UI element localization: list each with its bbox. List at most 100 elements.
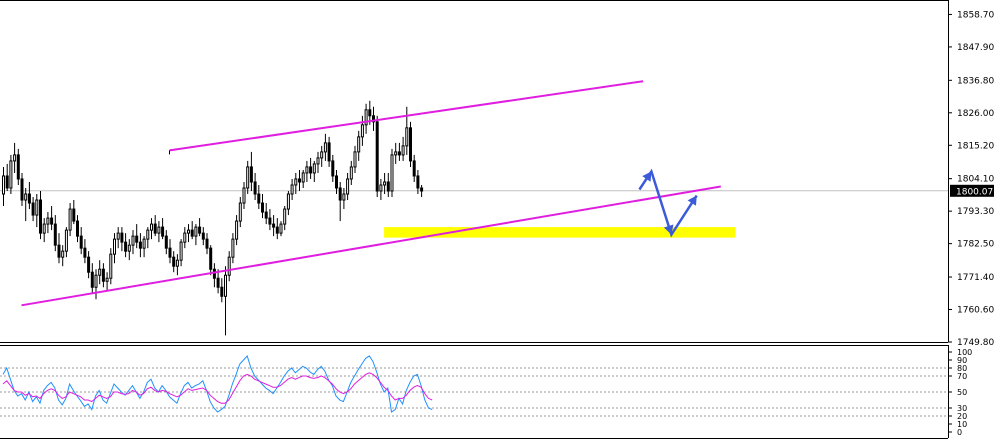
candle bbox=[205, 233, 209, 255]
candle-body bbox=[105, 277, 109, 282]
candle-body bbox=[268, 217, 272, 225]
candle bbox=[249, 151, 253, 192]
candle-body bbox=[9, 160, 13, 189]
candle bbox=[16, 148, 20, 185]
candle-body bbox=[335, 175, 338, 189]
candle-body bbox=[190, 229, 194, 237]
candle bbox=[83, 239, 87, 264]
indicator-tick-label: 100 bbox=[957, 348, 972, 357]
candle bbox=[64, 227, 68, 258]
candle-body bbox=[238, 202, 242, 222]
candle bbox=[138, 233, 142, 258]
candle-body bbox=[72, 208, 76, 222]
candle-body bbox=[172, 256, 176, 267]
candle-body bbox=[53, 223, 57, 246]
price-tick-label: 1836.80 bbox=[957, 76, 994, 86]
candle-body bbox=[179, 241, 183, 261]
candle bbox=[2, 166, 5, 207]
candle bbox=[146, 227, 150, 249]
candle bbox=[150, 218, 153, 240]
indicator-tick-label: 50 bbox=[957, 388, 967, 397]
candle-body bbox=[246, 166, 250, 189]
candle bbox=[305, 160, 309, 182]
indicator-tick-label: 90 bbox=[957, 356, 967, 365]
current-price-box bbox=[950, 184, 994, 197]
candle bbox=[76, 215, 79, 243]
candle-body bbox=[2, 175, 5, 195]
candle bbox=[179, 239, 183, 267]
candle-body bbox=[294, 178, 298, 186]
candle bbox=[161, 218, 165, 240]
candle-body bbox=[275, 226, 279, 234]
candle bbox=[394, 142, 398, 164]
indicator-tick-label: 80 bbox=[957, 364, 967, 373]
indicator-series-line bbox=[2, 355, 433, 413]
candle bbox=[24, 187, 28, 222]
candle-body bbox=[394, 151, 398, 156]
candle bbox=[235, 215, 239, 246]
candle bbox=[27, 181, 31, 210]
projection-arrowhead-2 bbox=[663, 224, 674, 235]
candle bbox=[420, 184, 424, 198]
candle bbox=[9, 154, 13, 195]
candle bbox=[209, 245, 213, 276]
candle bbox=[275, 218, 279, 240]
candle-body bbox=[127, 244, 131, 252]
candle-body bbox=[279, 223, 283, 234]
candle-body bbox=[175, 259, 179, 267]
candle-body bbox=[409, 127, 412, 162]
candle bbox=[309, 157, 313, 179]
candle-body bbox=[316, 157, 320, 165]
candle-body bbox=[261, 202, 264, 213]
candle bbox=[39, 191, 42, 240]
candle-body bbox=[257, 193, 261, 204]
candle bbox=[386, 172, 390, 198]
candle bbox=[53, 215, 57, 252]
candle-body bbox=[379, 184, 383, 192]
candle-body bbox=[401, 145, 405, 156]
candle-body bbox=[301, 172, 305, 183]
candle-body bbox=[31, 202, 35, 216]
indicator-series-line bbox=[2, 372, 433, 404]
candle-body bbox=[61, 250, 65, 258]
candle-body bbox=[372, 115, 375, 123]
candle bbox=[72, 200, 76, 225]
candle bbox=[268, 209, 272, 231]
candle-body bbox=[90, 271, 94, 288]
price-tick-label: 1826.00 bbox=[957, 109, 994, 119]
candle bbox=[175, 254, 179, 276]
candle-body bbox=[98, 268, 102, 276]
candle bbox=[357, 130, 361, 161]
candle bbox=[94, 269, 98, 300]
candle-body bbox=[46, 217, 50, 225]
candle-body bbox=[138, 241, 142, 249]
candle-body bbox=[131, 235, 135, 246]
candle-body bbox=[146, 229, 150, 240]
candle-body bbox=[35, 199, 39, 216]
candle bbox=[172, 251, 176, 273]
candle-body bbox=[120, 232, 124, 243]
candle-body bbox=[64, 229, 68, 252]
indicator-tick-label: 30 bbox=[957, 404, 967, 413]
price-tick-label: 1804.10 bbox=[957, 175, 994, 185]
candle bbox=[412, 154, 416, 182]
candle-body bbox=[220, 286, 224, 297]
candle-body bbox=[357, 136, 361, 153]
candle-body bbox=[290, 184, 294, 195]
candle bbox=[187, 224, 190, 243]
candle-body bbox=[227, 256, 231, 276]
candle bbox=[87, 251, 91, 279]
candle bbox=[168, 239, 172, 264]
candle bbox=[375, 115, 379, 198]
candle-body bbox=[212, 268, 216, 279]
candle bbox=[50, 206, 54, 231]
candle bbox=[323, 133, 327, 161]
candle bbox=[379, 178, 383, 201]
candle bbox=[98, 260, 102, 285]
candle bbox=[135, 224, 139, 249]
candle bbox=[346, 172, 350, 201]
candle bbox=[131, 230, 135, 255]
candle bbox=[383, 172, 387, 195]
candle-body bbox=[231, 238, 235, 258]
